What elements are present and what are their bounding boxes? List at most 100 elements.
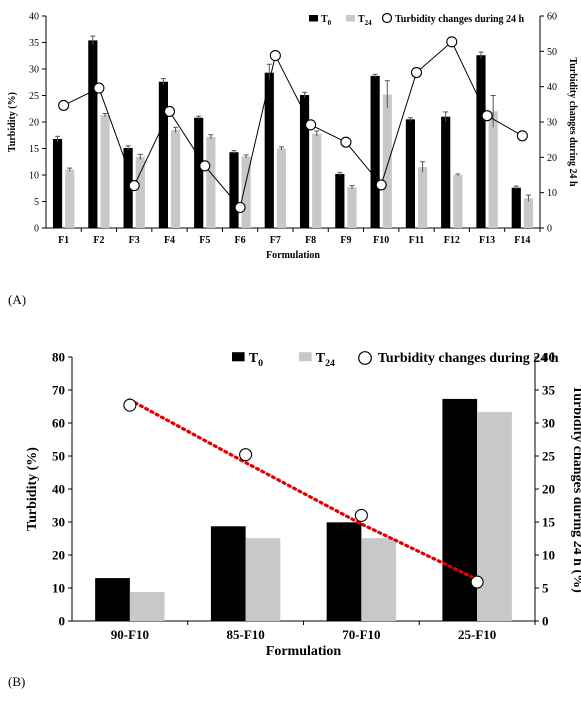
x-tick-label: F10	[373, 235, 389, 246]
y-tick-label-left: 25	[29, 91, 39, 102]
x-tick-label: 70-F10	[342, 627, 380, 642]
y-tick-label-right: 60	[547, 12, 557, 23]
legend-change-marker	[381, 12, 393, 24]
legend-t0-label-sub: 0	[258, 358, 263, 369]
y-tick-label-left: 35	[29, 38, 39, 49]
bar-t24	[135, 156, 145, 228]
bar-t24	[312, 133, 322, 228]
bar-t0	[335, 173, 345, 228]
x-tick-label: F5	[199, 235, 210, 246]
legend-t24-label-sub: 24	[365, 19, 373, 27]
y-tick-label-left: 10	[29, 171, 39, 182]
x-tick-label: 25-F10	[458, 627, 496, 642]
bar-t0	[441, 116, 451, 228]
bar-t0	[370, 75, 380, 228]
change-point	[305, 119, 317, 131]
bar-t24	[523, 198, 534, 228]
y-tick-label-right: 10	[542, 548, 555, 563]
bar-t0	[476, 55, 486, 228]
y-tick-label-right: 20	[542, 482, 555, 497]
y-tick-label-right: 0	[547, 224, 552, 235]
y-tick-label-right: 0	[542, 614, 549, 629]
bar-t0	[405, 119, 415, 228]
y-tick-label-right: 20	[547, 153, 557, 164]
bar-t24	[418, 167, 428, 228]
legend-t0-label-main: T	[249, 351, 259, 366]
y-tick-label-right: 15	[542, 515, 556, 530]
x-tick-label: F8	[305, 235, 316, 246]
change-point	[163, 105, 176, 117]
bar-t0	[511, 187, 521, 228]
change-point	[269, 50, 281, 62]
legend-t24-label: T24	[358, 14, 372, 27]
bar-t24	[171, 129, 181, 228]
legend-t0-marker	[232, 352, 245, 362]
x-axis-label: Formulation	[266, 644, 342, 659]
x-tick-label: F11	[409, 235, 425, 246]
change-point	[516, 130, 528, 142]
bar-t0	[158, 81, 168, 228]
y-tick-label-right: 50	[547, 47, 557, 58]
x-tick-label: 90-F10	[111, 627, 149, 642]
bar-t24	[206, 136, 216, 228]
change-point	[199, 160, 211, 172]
y-tick-label-left: 5	[34, 197, 39, 208]
legend-t0-label-sub: 0	[328, 19, 332, 27]
bar-t24	[276, 148, 287, 228]
y-tick-label-left: 50	[52, 449, 65, 464]
bar-t24	[65, 169, 75, 228]
y-tick-label-left: 15	[29, 144, 39, 155]
change-point	[446, 36, 458, 48]
x-tick-label: F14	[514, 235, 530, 246]
change-point	[481, 110, 493, 122]
bar-t0	[95, 578, 130, 621]
bar-t0	[123, 147, 133, 228]
y-tick-label-left: 10	[52, 581, 65, 596]
y-tick-label-left: 70	[52, 383, 65, 398]
legend-t24-label: T24	[316, 351, 335, 369]
bar-t24	[488, 111, 498, 228]
y-tick-label-right: 5	[542, 581, 549, 596]
legend-t0-label-main: T	[321, 14, 328, 25]
legend-change-label: Turbidity changes during 24 h	[395, 14, 525, 25]
x-tick-label: 85-F10	[226, 627, 264, 642]
y-tick-label-right: 40	[542, 350, 555, 365]
change-line	[63, 40, 523, 209]
bar-t0	[264, 72, 274, 229]
bar-t0	[52, 138, 63, 228]
x-axis-label: Formulation	[266, 250, 320, 261]
bar-t0	[442, 398, 478, 621]
bar-t0	[194, 117, 204, 228]
x-tick-label: F3	[129, 235, 140, 246]
panel-a-label: (A)	[8, 292, 27, 307]
bar-t24	[129, 591, 165, 621]
legend-t0-label: T0	[321, 14, 332, 27]
y-tick-label-right: 35	[542, 383, 556, 398]
bar-t0	[299, 94, 310, 228]
bar-t24	[477, 412, 512, 621]
x-tick-label: F6	[235, 235, 246, 246]
x-tick-label: F7	[270, 235, 281, 246]
change-point	[93, 82, 105, 94]
x-tick-label: F2	[93, 235, 104, 246]
bar-t0	[210, 526, 246, 621]
change-point	[410, 66, 423, 79]
bar-t0	[88, 40, 98, 228]
change-point	[340, 136, 352, 148]
bar-t24	[245, 538, 281, 621]
bar-t24	[361, 538, 397, 621]
chart-b: 0 10 20 30 40 50 60 70 80 0 5 10 15 20 25 30 35 40 90-F10 8…	[25, 350, 581, 659]
legend-t24-label-main: T	[316, 351, 326, 366]
legend-t0-label: T0	[249, 351, 263, 369]
x-tick-label: F12	[444, 235, 460, 246]
y-tick-label-left: 80	[52, 350, 65, 365]
panel-b-label: (B)	[8, 674, 26, 689]
y-tick-label-left: 0	[59, 614, 66, 629]
y-tick-label-right: 40	[547, 82, 557, 93]
y-tick-label-left: 60	[52, 416, 65, 431]
change-point	[470, 575, 484, 589]
y-tick-label-right: 10	[547, 188, 557, 199]
y-axis-label-left: Turbidity (%)	[25, 447, 40, 531]
x-tick-label: F9	[340, 235, 351, 246]
